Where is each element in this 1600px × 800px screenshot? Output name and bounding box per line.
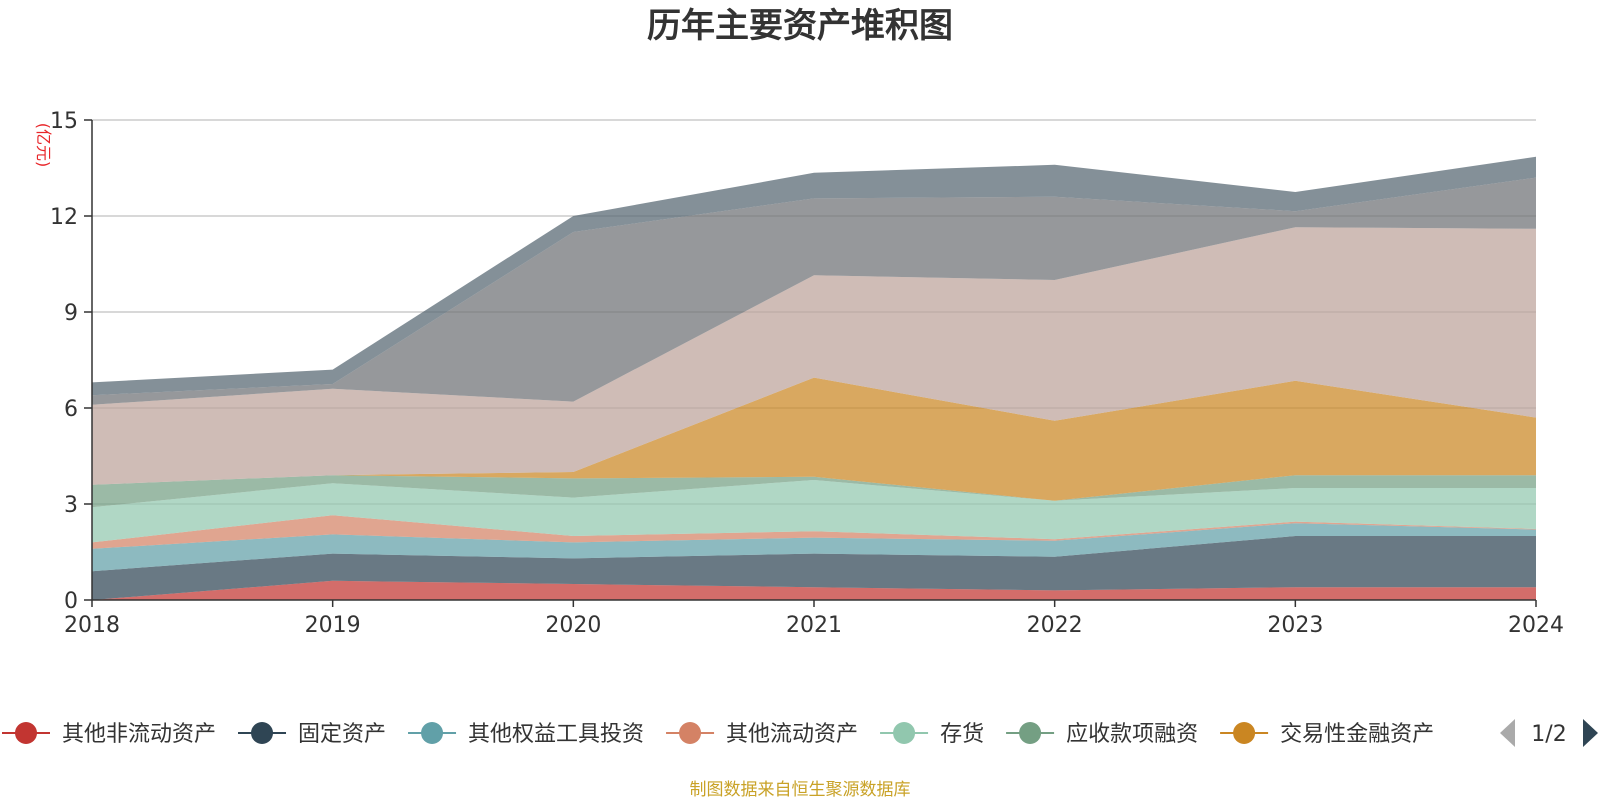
area-series-4 <box>92 480 1536 543</box>
y-axis-unit-text: 亿元 <box>34 129 53 161</box>
legend-label: 应收款项融资 <box>1066 722 1198 747</box>
triangle-left-icon[interactable] <box>1500 719 1515 747</box>
x-tick-label: 2022 <box>1027 613 1083 638</box>
chart-title: 历年主要资产堆积图 <box>647 6 953 46</box>
legend-item[interactable]: 其他非流动资产 <box>2 722 216 747</box>
area-series-8 <box>92 177 1536 405</box>
area-series-1 <box>92 536 1536 600</box>
legend-item[interactable]: 应收款项融资 <box>1006 722 1198 747</box>
x-tick-label: 2021 <box>786 613 842 638</box>
y-tick-label: 12 <box>50 205 78 230</box>
x-tick-label: 2023 <box>1267 613 1323 638</box>
legend-label: 其他流动资产 <box>726 722 858 747</box>
legend-pager: 1/2 <box>1500 719 1598 747</box>
y-tick-label: 3 <box>64 493 78 518</box>
legend-circle-marker <box>893 722 916 744</box>
y-tick-label: 6 <box>64 397 78 422</box>
area-series-7 <box>92 227 1536 485</box>
area-series-0 <box>92 580 1536 600</box>
legend-circle-marker <box>251 722 274 744</box>
series-areas <box>92 156 1536 600</box>
x-tick-label: 2018 <box>64 613 120 638</box>
x-tick-label: 2024 <box>1508 613 1564 638</box>
x-axis-ticks: 2018 2019 2020 2021 2022 2023 2024 <box>64 600 1564 638</box>
y-tick-label: 15 <box>50 109 78 134</box>
legend-circle-marker <box>1233 722 1256 744</box>
area-series-2 <box>92 523 1536 572</box>
y-tick-label: 0 <box>64 589 78 614</box>
area-series-3 <box>92 515 1536 549</box>
area-series-5 <box>92 475 1536 508</box>
x-tick-label: 2019 <box>305 613 361 638</box>
y-axis-ticks: 0 3 6 9 12 15 <box>50 109 92 614</box>
area-series-9 <box>92 156 1536 396</box>
data-source-note: 制图数据来自恒生聚源数据库 <box>690 780 911 800</box>
legend-page-indicator: 1/2 <box>1531 722 1566 747</box>
y-tick-label: 9 <box>64 301 78 326</box>
legend-label: 固定资产 <box>298 722 386 747</box>
legend-item[interactable]: 存货 <box>880 722 984 747</box>
legend-circle-marker <box>1019 722 1042 744</box>
legend-label: 交易性金融资产 <box>1280 722 1434 747</box>
legend-item[interactable]: 固定资产 <box>238 722 386 747</box>
legend-circle-marker <box>15 722 37 744</box>
legend-item[interactable]: 其他流动资产 <box>666 722 858 747</box>
legend-label: 其他权益工具投资 <box>468 722 644 747</box>
legend-circle-marker <box>679 722 702 744</box>
area-series-6 <box>92 377 1536 501</box>
triangle-right-icon[interactable] <box>1583 719 1598 747</box>
legend-item[interactable]: 交易性金融资产 <box>1220 722 1434 747</box>
legend-label: 存货 <box>940 722 984 747</box>
legend-item[interactable]: 其他权益工具投资 <box>408 722 644 747</box>
legend-label: 其他非流动资产 <box>62 722 216 747</box>
legend-circle-marker <box>421 722 444 744</box>
x-tick-label: 2020 <box>545 613 601 638</box>
legend[interactable]: 其他非流动资产 固定资产 其他权益工具投资 其他流动资产 存货 应收款项融资 交易性金融资产 <box>2 722 1434 747</box>
y-axis-unit-label: (亿元) <box>34 123 53 168</box>
